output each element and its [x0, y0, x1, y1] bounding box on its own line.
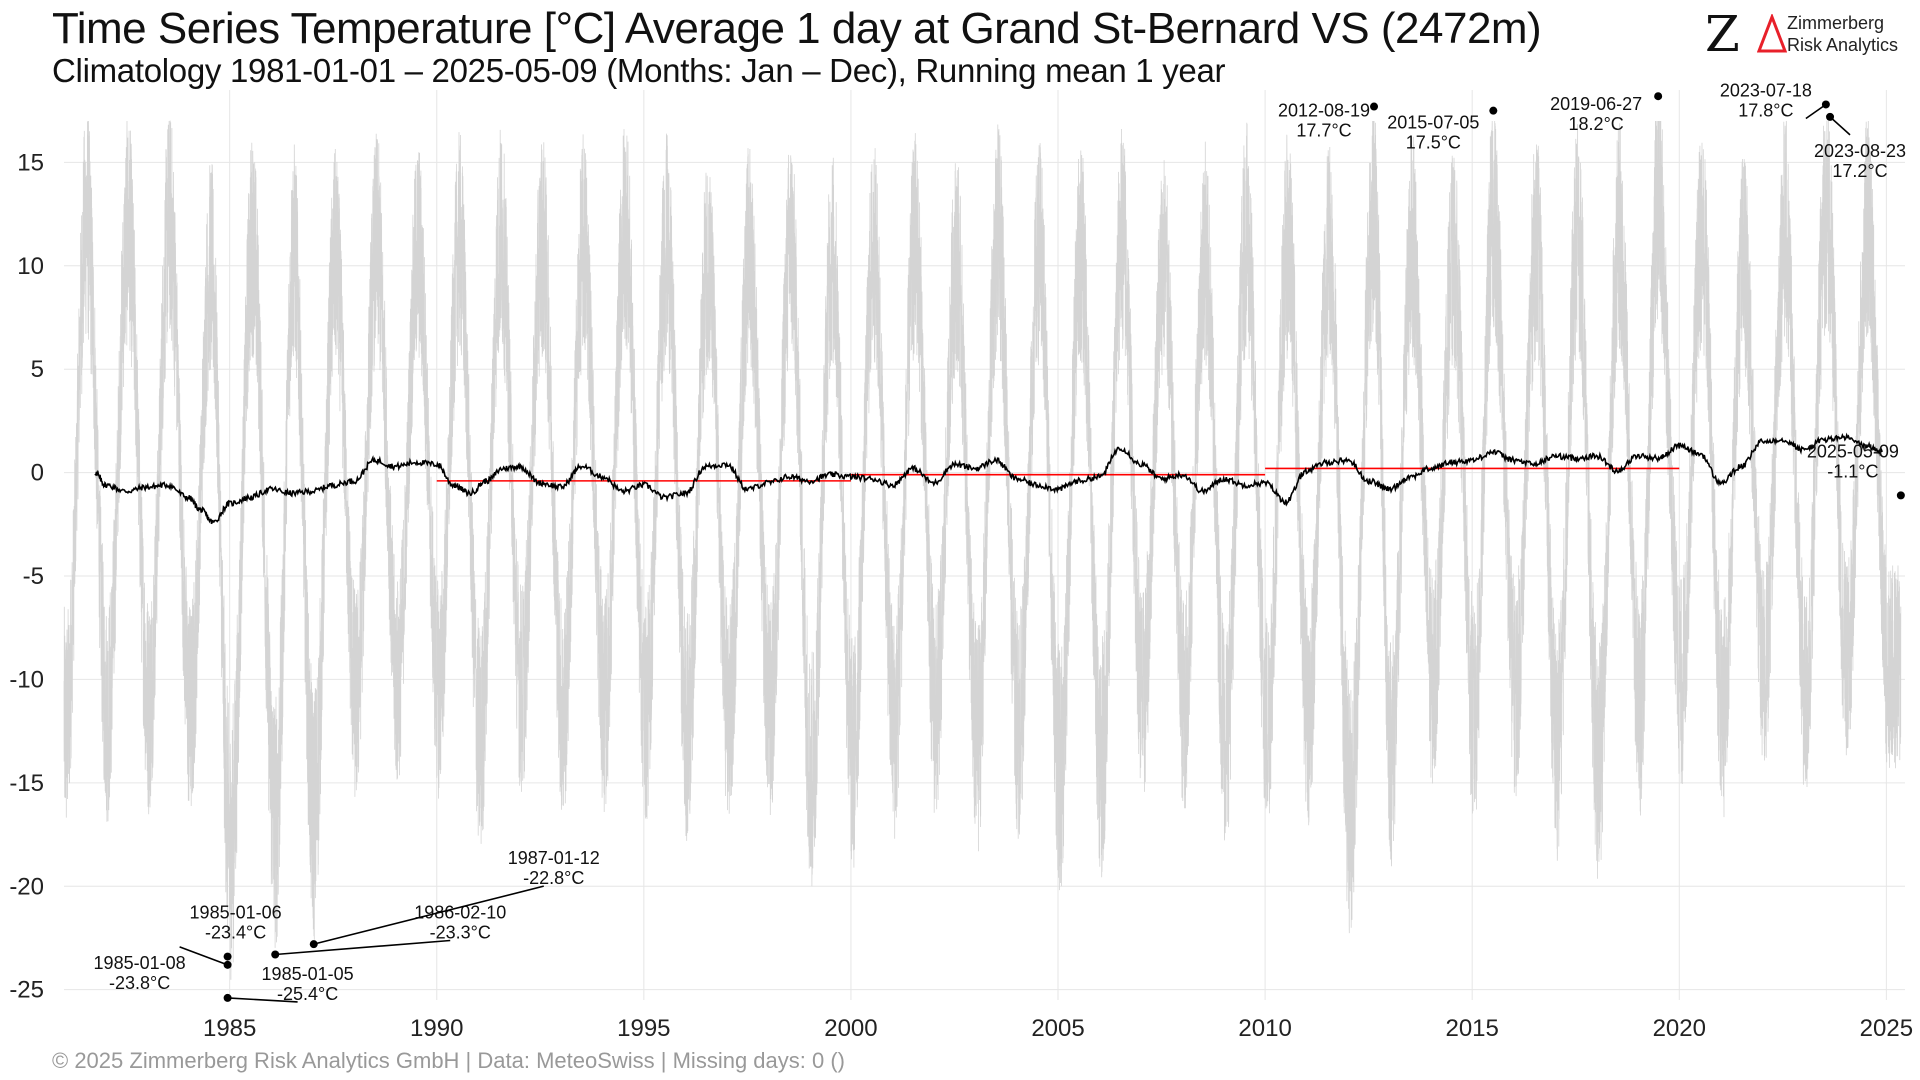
y-tick-label: -10 [9, 666, 44, 693]
extreme-point [223, 952, 232, 961]
annotation-leader-line [313, 885, 544, 945]
annotation-value-label: -23.3°C [430, 923, 491, 943]
annotation-date-label: 2023-08-23 [1814, 141, 1906, 161]
logo-line1: Zimmerberg [1787, 13, 1885, 33]
extreme-point [1370, 102, 1379, 111]
logo-z-mark: Z [1705, 5, 1740, 63]
annotation-leader-line [179, 946, 228, 966]
annotation-leader-line [275, 939, 451, 956]
x-tick-label: 1995 [617, 1015, 670, 1042]
annotation-date-label: 1985-01-06 [190, 903, 282, 923]
y-tick-label: -25 [9, 977, 44, 1004]
annotation-leader-line [227, 997, 298, 1003]
y-tick-label: 15 [17, 149, 44, 176]
logo-line2: Risk Analytics [1787, 35, 1899, 55]
annotation-value-label: -25.4°C [277, 984, 338, 1004]
running-mean-layer [94, 432, 1883, 525]
annotation-value-label: 17.7°C [1296, 121, 1351, 141]
y-tick-label: 10 [17, 253, 44, 280]
annotation-date-label: 2023-07-18 [1720, 80, 1812, 100]
y-tick-label: 5 [31, 356, 44, 383]
annotation-value-label: 17.2°C [1832, 161, 1887, 181]
logo-text: Zimmerberg Risk Analytics [1787, 12, 1898, 56]
chart-title: Time Series Temperature [°C] Average 1 d… [52, 4, 1542, 53]
y-tick-label: -5 [23, 563, 44, 590]
annotation-date-label: 1986-02-10 [414, 903, 506, 923]
extreme-point [1654, 92, 1663, 101]
x-tick-label: 1985 [203, 1015, 256, 1042]
annotation-date-label: 1985-01-08 [94, 953, 186, 973]
annotation-date-label: 2012-08-19 [1278, 101, 1370, 121]
daily-temperature-line [63, 120, 1902, 980]
last-value-point [1896, 491, 1905, 500]
annotation-leader-line [1829, 116, 1851, 136]
annotation-value-label: -23.4°C [205, 923, 266, 943]
company-logo: Z Zimmerberg Risk Analytics [1705, 5, 1915, 64]
x-tick-label: 2020 [1653, 1015, 1706, 1042]
grid-layer [64, 90, 1905, 1000]
y-tick-label: 0 [31, 460, 44, 487]
annotation-date-label: 1985-01-05 [262, 964, 354, 984]
extreme-point [1489, 106, 1498, 115]
last-value-label: -1.1°C [1827, 461, 1878, 481]
running-mean-line [94, 432, 1883, 525]
annotation-value-label: 17.8°C [1738, 100, 1793, 120]
x-tick-label: 2025 [1860, 1015, 1913, 1042]
y-tick-label: -20 [9, 873, 44, 900]
daily-series-layer [63, 120, 1902, 980]
annotation-leader-line [1805, 103, 1827, 120]
y-tick-label: -15 [9, 770, 44, 797]
x-tick-label: 2000 [824, 1015, 877, 1042]
annotation-value-label: -22.8°C [523, 868, 584, 888]
x-tick-label: 2005 [1031, 1015, 1084, 1042]
chart-subtitle: Climatology 1981-01-01 – 2025-05-09 (Mon… [52, 52, 1226, 89]
annotation-date-label: 2015-07-05 [1387, 113, 1479, 133]
last-date-label: 2025-05-09 [1807, 441, 1899, 461]
axis-labels-layer: 15 10 5 0 -5 -10 -15 -20 -25 1985 1990 1995 2000 2005… [9, 149, 1913, 1042]
annotation-date-label: 1987-01-12 [508, 848, 600, 868]
annotation-value-label: 17.5°C [1406, 133, 1461, 153]
annotation-value-label: -23.8°C [109, 973, 170, 993]
annotation-date-label: 2019-06-27 [1550, 94, 1642, 114]
x-tick-label: 2015 [1445, 1015, 1498, 1042]
annotation-value-label: 18.2°C [1569, 114, 1624, 134]
x-tick-label: 2010 [1238, 1015, 1291, 1042]
footer-credit: © 2025 Zimmerberg Risk Analytics GmbH | … [52, 1048, 845, 1073]
x-tick-label: 1990 [410, 1015, 463, 1042]
logo-delta-icon [1757, 14, 1787, 53]
